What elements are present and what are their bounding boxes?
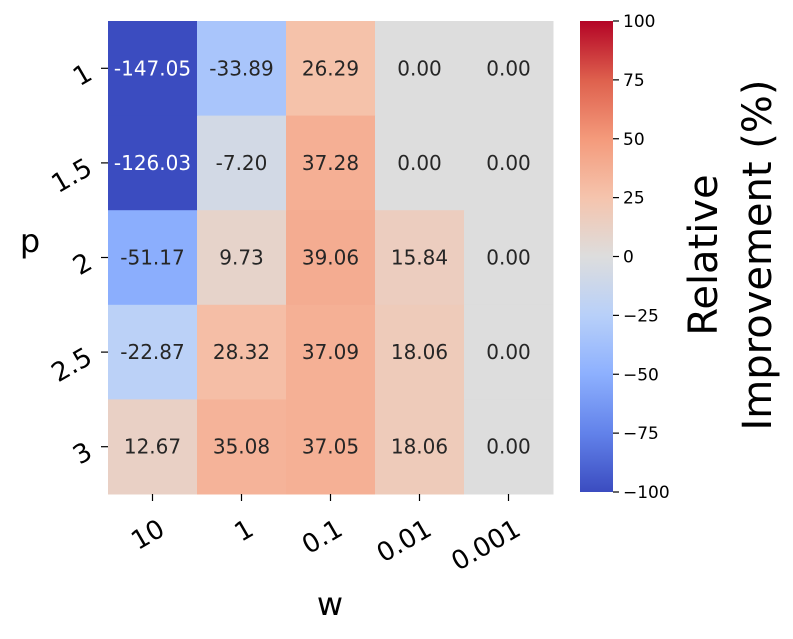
cell-value-label: 28.32 xyxy=(213,340,270,364)
heatmap-cell xyxy=(286,115,376,211)
colorbar-gradient xyxy=(580,21,613,492)
cell-value-label: 0.00 xyxy=(486,56,531,80)
y-axis: 1 1.5 2 2.5 3 xyxy=(47,58,108,471)
cell-value-label: -22.87 xyxy=(120,340,184,364)
heatmap-cell xyxy=(464,21,554,117)
cell-value-label: 0.00 xyxy=(397,56,442,80)
colorbar-tick-label: 50 xyxy=(623,130,645,150)
cell-value-label: 26.29 xyxy=(302,56,359,80)
cell-value-label: 0.00 xyxy=(397,151,442,175)
y-tick-label: 1 xyxy=(68,58,97,92)
cell-value-label: 0.00 xyxy=(486,246,531,270)
y-tick-label: 3 xyxy=(68,437,97,471)
heatmap-cell xyxy=(375,399,465,495)
heatmap-cell xyxy=(286,304,376,400)
y-tick-label: 2 xyxy=(68,248,97,282)
cell-value-label: 12.67 xyxy=(124,435,181,459)
colorbar-tick-label: 100 xyxy=(623,12,655,32)
colorbar-tick-label: −25 xyxy=(623,306,659,326)
cell-value-label: 15.84 xyxy=(391,246,448,270)
heatmap-cells xyxy=(108,21,554,495)
cell-value-label: 18.06 xyxy=(391,435,448,459)
heatmap-cell xyxy=(375,115,465,211)
colorbar-tick-label: 0 xyxy=(623,248,634,268)
heatmap-cell xyxy=(375,210,465,306)
heatmap-cell xyxy=(197,399,287,495)
heatmap-cell xyxy=(197,304,287,400)
colorbar-tick-label: −100 xyxy=(623,483,670,503)
cell-value-label: 0.00 xyxy=(486,151,531,175)
heatmap-cell xyxy=(464,115,554,211)
cell-value-label: -147.05 xyxy=(114,56,191,80)
heatmap-cell xyxy=(197,115,287,211)
cell-value-label: 0.00 xyxy=(486,435,531,459)
heatmap-cell xyxy=(286,21,376,117)
colorbar-tick-label: −50 xyxy=(623,365,659,385)
cell-value-label: 0.00 xyxy=(486,340,531,364)
y-tick-label: 2.5 xyxy=(47,342,98,389)
cell-value-label: 18.06 xyxy=(391,340,448,364)
heatmap-cell xyxy=(286,210,376,306)
x-tick-label: 1 xyxy=(230,514,259,548)
x-tick-label: 0.01 xyxy=(372,514,437,569)
x-tick-label: 0.001 xyxy=(447,514,526,577)
heatmap-cell xyxy=(375,304,465,400)
cell-value-label: -33.89 xyxy=(209,56,273,80)
heatmap-cell xyxy=(464,304,554,400)
cell-value-label: 39.06 xyxy=(302,246,359,270)
heatmap-cell xyxy=(108,115,198,211)
cell-value-label: 37.09 xyxy=(302,340,359,364)
cell-value-label: -126.03 xyxy=(114,151,191,175)
heatmap-cell xyxy=(108,399,198,495)
heatmap-cell xyxy=(108,304,198,400)
cell-value-label: 37.28 xyxy=(302,151,359,175)
colorbar: 100 75 50 25 0 −25 −50 −75 −100 xyxy=(580,12,670,503)
cell-value-label: 35.08 xyxy=(213,435,270,459)
y-axis-label: p xyxy=(20,222,40,260)
heatmap-cell xyxy=(108,21,198,117)
y-tick-label: 1.5 xyxy=(47,153,98,200)
heatmap-cell xyxy=(108,210,198,306)
heatmap-cell xyxy=(197,210,287,306)
cell-value-label: -51.17 xyxy=(120,246,184,270)
heatmap-cell xyxy=(464,210,554,306)
colorbar-tick-label: −75 xyxy=(623,424,659,444)
cell-value-label: 37.05 xyxy=(302,435,359,459)
colorbar-tick-label: 75 xyxy=(623,71,645,91)
heatmap-cell xyxy=(375,21,465,117)
colorbar-tick-label: 25 xyxy=(623,189,645,209)
heatmap-cell xyxy=(464,399,554,495)
heatmap-cell xyxy=(197,21,287,117)
x-axis: 10 1 0.1 0.01 0.001 xyxy=(126,494,526,577)
x-axis-label: w xyxy=(317,585,343,623)
colorbar-label-line1: Relative xyxy=(681,174,727,335)
x-tick-label: 0.1 xyxy=(297,514,348,561)
x-tick-label: 10 xyxy=(126,514,170,557)
cell-value-label: -7.20 xyxy=(216,151,268,175)
cell-value-label: 9.73 xyxy=(219,246,264,270)
cell-value-labels: -147.05 -33.89 26.29 0.00 0.00 -126.03 -7.20 37… xyxy=(114,56,531,458)
colorbar-label-line2: Improvement (%) xyxy=(735,79,781,430)
heatmap-cell xyxy=(286,399,376,495)
